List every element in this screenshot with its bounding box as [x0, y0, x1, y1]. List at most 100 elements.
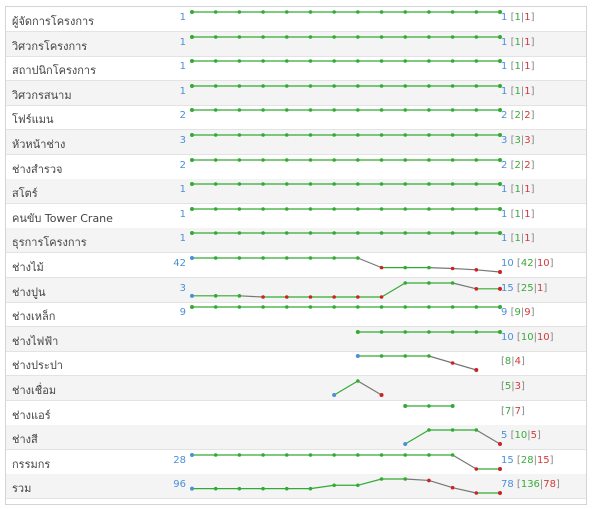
sparkline-point [379, 83, 384, 88]
sparkline-point [213, 256, 218, 260]
sparkline-point [427, 59, 431, 63]
sparkline-point [190, 256, 194, 260]
sparkline-point [403, 206, 408, 211]
sparkline-point [379, 393, 384, 397]
sparkline-point [379, 34, 384, 39]
sparkline-segment [357, 257, 382, 269]
sparkline-point [308, 294, 313, 299]
sparkline-point [379, 265, 384, 270]
table-row: ช่างสำรวจ 2 2 [2|2] [6, 155, 586, 180]
sparkline-point [474, 268, 479, 272]
sparkline-point [213, 34, 218, 39]
sparkline-point [261, 59, 265, 63]
sparkline-point [498, 466, 502, 471]
start-value: 1 [179, 208, 186, 220]
sparkline-point [356, 294, 360, 299]
end-summary: 78 [136|78] [501, 479, 560, 491]
start-value: 1 [179, 12, 186, 23]
start-value: 2 [179, 110, 186, 122]
sparkline-point [308, 157, 313, 162]
end-summary: 1 [1|1] [501, 208, 535, 220]
sparkline-point [284, 157, 289, 162]
sparkline-point [403, 280, 408, 285]
sparkline-point [237, 59, 242, 63]
sparkline-point [474, 108, 479, 113]
max-value: 5 [504, 381, 512, 392]
sparkline-point [450, 10, 455, 14]
sparkline-point [427, 206, 431, 211]
sparkline-point [403, 305, 408, 309]
sparkline-point [213, 59, 218, 63]
max-value: 2 [514, 159, 521, 171]
sparkline-point [190, 452, 194, 457]
sparkline-point [356, 133, 360, 137]
sparkline-point [498, 491, 502, 496]
sparkline-point [355, 354, 360, 359]
sparkline [355, 354, 479, 373]
sparkline-segment [357, 380, 382, 396]
row-label: ช่างสำรวจ [12, 162, 63, 176]
sparkline-point [450, 108, 455, 113]
sparkline-point [498, 206, 502, 211]
start-value: 28 [173, 454, 186, 466]
start-value: 3 [179, 282, 186, 294]
end-summary: 1 [1|1] [501, 184, 535, 196]
end-summary: 15 [25|1] [501, 282, 548, 294]
table-row: ธุรการโครงการ 1 1 [1|1] [6, 228, 586, 254]
end-value: 1 [501, 184, 508, 196]
sparkline-point [474, 368, 479, 373]
min-value: 1 [524, 233, 531, 245]
sparkline-point [308, 452, 313, 457]
sparkline-point [403, 157, 408, 162]
table-row: รวม 96 78 [136|78] [6, 474, 586, 500]
sparkline [190, 231, 502, 236]
end-value: 9 [501, 307, 508, 319]
sparkline-point [474, 466, 479, 471]
table-row: ช่างไฟฟ้า 10 [10|10] [6, 326, 586, 352]
sparkline-point [213, 133, 218, 137]
end-summary: 1 [1|1] [501, 12, 535, 23]
sparkline-point [261, 182, 265, 186]
row-label: ช่างไฟฟ้า [12, 334, 59, 348]
end-summary: [8|4] [501, 356, 525, 368]
sparkline-point [450, 231, 455, 236]
sparkline-point [356, 157, 360, 162]
sparkline-point [474, 231, 479, 236]
sparkline-point [237, 133, 242, 137]
sparkline-point [450, 83, 455, 88]
sparkline [190, 83, 502, 88]
sparkline-point [498, 329, 502, 334]
sparkline-point [356, 452, 360, 457]
sparkline-point [261, 256, 265, 260]
sparkline-point [261, 452, 265, 457]
sparkline-point [498, 108, 502, 113]
sparkline-point [474, 83, 479, 88]
sparkline-point [356, 231, 360, 236]
sparkline-point [332, 452, 336, 457]
sparkline-point [332, 59, 336, 63]
sparkline [190, 305, 502, 310]
min-value: 10 [536, 331, 550, 343]
sparkline-point [284, 133, 289, 137]
sparkline-point [190, 108, 194, 113]
sparkline-point [213, 10, 218, 14]
end-value: 15 [501, 282, 514, 294]
sparkline-point [450, 361, 455, 366]
sparkline-point [379, 133, 384, 137]
sparkline-point [498, 59, 502, 64]
max-value: 7 [504, 405, 512, 417]
sparkline-point [379, 157, 384, 162]
sparkline-point [237, 305, 242, 309]
sparkline-point [356, 108, 360, 113]
min-value: 1 [524, 61, 531, 73]
sparkline-point [237, 34, 242, 39]
sparkline-point [284, 231, 289, 236]
end-value: 78 [501, 479, 514, 491]
min-value: 1 [524, 208, 531, 220]
table-row: วิศวกรสนาม 1 1 [1|1] [6, 80, 586, 106]
sparkline-point [332, 108, 336, 113]
sparkline-point [474, 10, 479, 14]
sparkline-point [237, 182, 242, 186]
sparkline-point [450, 133, 455, 137]
sparkline-point [379, 231, 384, 236]
